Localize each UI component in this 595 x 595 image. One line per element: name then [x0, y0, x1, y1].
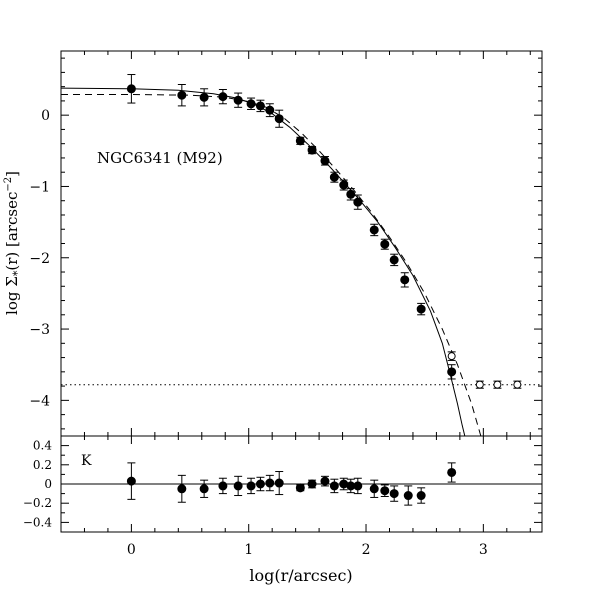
- data-point: [126, 84, 136, 94]
- y-title-suffix: ]: [3, 171, 21, 177]
- y-tick-label: −2: [29, 251, 50, 267]
- data-point: [447, 367, 457, 377]
- data-point: [233, 95, 243, 105]
- data-point: [295, 136, 305, 146]
- data-point: [389, 255, 399, 265]
- residual-panel: 0.4 0.2 0 −0.2 −0.4 0 1 2 3 K log(r/arcsec): [23, 435, 543, 585]
- y-title-prefix: log Σ: [3, 276, 21, 315]
- data-point: [380, 239, 390, 249]
- dashed-model-curve: [61, 94, 482, 436]
- data-point: [265, 105, 275, 115]
- data-point: [416, 304, 426, 314]
- data-point: [246, 481, 256, 491]
- profile-panel: 0 −1 −2 −3 −4 NGC6341 (M92) log Σ*(r) [arcse…: [3, 50, 543, 437]
- data-point: [307, 479, 317, 489]
- open-data-point: [513, 380, 522, 389]
- data-point: [329, 481, 339, 491]
- y-title-superscript: −2: [3, 177, 14, 192]
- y-tick-label: 0: [41, 108, 50, 124]
- data-point: [177, 484, 187, 494]
- data-point: [274, 478, 284, 488]
- data-point: [255, 101, 265, 111]
- open-data-point: [475, 380, 484, 389]
- y-tick-label: −3: [29, 322, 50, 338]
- data-point: [199, 92, 209, 102]
- data-point: [218, 481, 228, 491]
- profile-y-tick-labels: 0 −1 −2 −3 −4: [29, 108, 50, 409]
- x-tick-label: 3: [479, 542, 488, 558]
- open-data-point: [447, 352, 456, 361]
- x-tick-label: 1: [244, 542, 253, 558]
- data-point: [320, 476, 330, 486]
- data-point: [177, 90, 187, 100]
- data-point: [400, 275, 410, 285]
- data-point: [307, 145, 317, 155]
- data-point: [369, 225, 379, 235]
- y-tick-label: −1: [29, 179, 50, 195]
- y-tick-label: 0: [44, 477, 52, 491]
- data-point: [339, 180, 349, 190]
- galaxy-annotation: NGC6341 (M92): [97, 149, 223, 167]
- residual-ticks: [61, 435, 542, 533]
- open-data-point: [493, 380, 502, 389]
- residual-data-points: [126, 462, 457, 506]
- y-tick-label: −0.4: [23, 515, 53, 529]
- data-point: [416, 491, 426, 501]
- y-tick-label: −4: [29, 393, 50, 409]
- data-point: [246, 99, 256, 109]
- data-point: [447, 467, 457, 477]
- solid-model-curve: [61, 87, 466, 436]
- data-point: [369, 484, 379, 494]
- x-axis-title: log(r/arcsec): [249, 566, 352, 585]
- data-point: [329, 172, 339, 182]
- data-point: [346, 189, 356, 199]
- y-tick-label: 0.2: [33, 458, 52, 472]
- data-point: [233, 481, 243, 491]
- data-point: [265, 478, 275, 488]
- profile-ticks: [61, 51, 542, 436]
- profile-data-points: [126, 74, 522, 389]
- profile-y-axis-title: log Σ*(r) [arcsec−2]: [3, 171, 24, 315]
- data-point: [353, 481, 363, 491]
- data-point: [199, 484, 209, 494]
- data-point: [380, 486, 390, 496]
- data-point: [320, 156, 330, 166]
- residual-y-tick-labels: 0.4 0.2 0 −0.2 −0.4: [23, 439, 53, 530]
- data-point: [126, 476, 136, 486]
- residual-annotation: K: [81, 453, 92, 469]
- data-point: [295, 483, 305, 493]
- data-point: [274, 114, 284, 124]
- data-point: [403, 491, 413, 501]
- data-point: [218, 92, 228, 102]
- y-tick-label: 0.4: [33, 439, 52, 453]
- x-tick-label: 2: [362, 542, 371, 558]
- x-tick-label: 0: [127, 542, 136, 558]
- data-point: [353, 197, 363, 207]
- x-tick-labels: 0 1 2 3: [127, 542, 488, 558]
- data-point: [389, 489, 399, 499]
- y-title-middle: (r) [arcsec: [3, 192, 21, 271]
- y-tick-label: −0.2: [23, 496, 52, 510]
- profile-panel-frame: [60, 50, 543, 437]
- y-title-subscript: *: [11, 270, 24, 276]
- data-point: [255, 479, 265, 489]
